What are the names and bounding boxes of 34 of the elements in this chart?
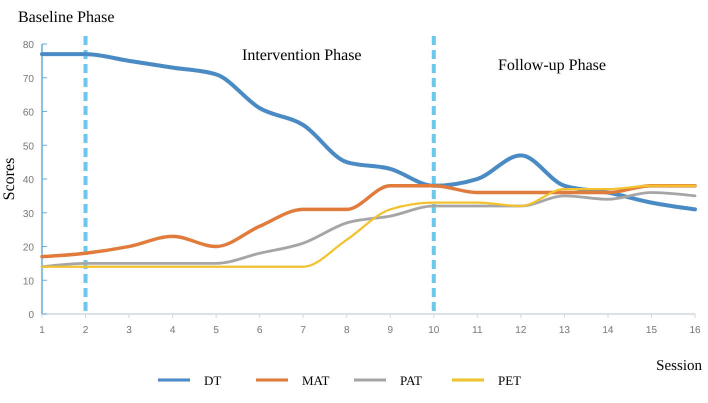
y-tick-label: 50 bbox=[22, 141, 34, 152]
y-tick-label: 80 bbox=[22, 40, 34, 51]
legend-label: DT bbox=[204, 373, 222, 388]
text: Baseline Phase bbox=[18, 9, 114, 26]
x-tick-label: 10 bbox=[428, 325, 440, 336]
x-tick-label: 9 bbox=[387, 325, 394, 336]
y-tick-label: 40 bbox=[22, 175, 34, 186]
annotation: Intervention Phase bbox=[242, 47, 362, 64]
x-tick-label: 16 bbox=[689, 325, 701, 336]
x-tick-label: 15 bbox=[646, 325, 658, 336]
x-tick-label: 11 bbox=[472, 325, 483, 336]
legend-label: MAT bbox=[302, 373, 330, 388]
y-tick-label: 10 bbox=[22, 276, 34, 288]
y-tick-label: 70 bbox=[22, 74, 34, 85]
x-tick-label: 8 bbox=[344, 325, 350, 336]
x-tick-label: 13 bbox=[558, 325, 570, 336]
y-tick-label: 0 bbox=[28, 310, 34, 321]
x-tick-label: 12 bbox=[515, 325, 527, 336]
x-tick-label: 7 bbox=[300, 325, 306, 336]
x-tick-label: 5 bbox=[213, 325, 220, 336]
y-tick-label: 30 bbox=[22, 208, 34, 220]
x-tick-label: 1 bbox=[39, 325, 46, 336]
x-tick-label: 4 bbox=[170, 325, 176, 336]
y-axis-title: Scores bbox=[1, 158, 18, 200]
y-tick-label: 20 bbox=[22, 242, 34, 254]
y-tick-label: 60 bbox=[22, 108, 34, 118]
annotation: Follow-up Phase bbox=[498, 57, 606, 74]
legend-label: PET bbox=[498, 373, 522, 388]
x-tick-label: 3 bbox=[126, 325, 132, 336]
x-tick-label: 6 bbox=[256, 325, 263, 336]
legend-label: PAT bbox=[400, 373, 422, 388]
x-axis-title: Session bbox=[656, 358, 702, 374]
x-tick-label: 2 bbox=[82, 325, 89, 336]
x-tick-label: 14 bbox=[602, 325, 614, 336]
